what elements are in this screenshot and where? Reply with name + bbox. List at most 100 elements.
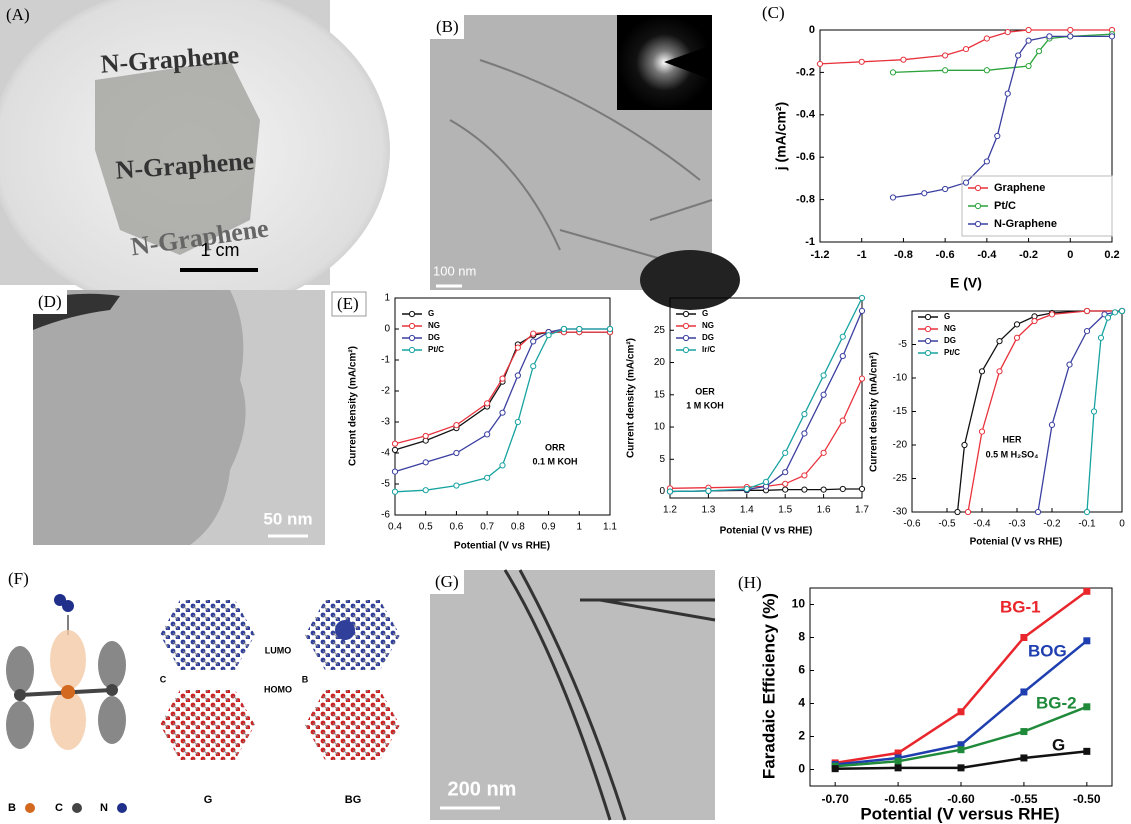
- data-marker: [783, 470, 788, 475]
- x-tick-label: 1: [577, 522, 583, 533]
- x-tick-label: 0.9: [542, 522, 556, 533]
- legend-label: NG: [428, 321, 440, 330]
- legend-marker: [409, 335, 414, 340]
- x-tick-label: 1.3: [701, 505, 715, 516]
- data-marker: [895, 758, 902, 765]
- data-marker: [1020, 634, 1027, 641]
- lobe: [335, 620, 355, 640]
- annotation: OER: [695, 386, 715, 396]
- data-marker: [392, 489, 397, 494]
- data-marker: [997, 369, 1002, 374]
- data-marker: [392, 469, 397, 474]
- x-tick-label: -0.4: [973, 519, 991, 530]
- legend-marker: [409, 347, 414, 352]
- data-marker: [802, 487, 807, 492]
- plot-frame: [810, 588, 1112, 786]
- data-marker: [783, 450, 788, 455]
- scale-label: 1 cm: [200, 240, 239, 260]
- x-tick-label: -0.2: [1043, 519, 1061, 530]
- legend-label: DG: [944, 336, 956, 345]
- data-marker: [485, 401, 490, 406]
- data-marker: [423, 488, 428, 493]
- y-tick-label: 0: [798, 762, 805, 776]
- panel-label: (C): [762, 3, 785, 22]
- data-marker: [1049, 312, 1054, 317]
- data-marker: [1083, 748, 1090, 755]
- c-atom: [14, 689, 26, 701]
- legend-marker: [683, 335, 688, 340]
- y-tick-label: -0.2: [796, 66, 815, 78]
- data-marker: [979, 369, 984, 374]
- orbital: [6, 646, 34, 694]
- x-axis-label: Potential (V vs RHE): [454, 541, 550, 552]
- data-marker: [984, 159, 989, 164]
- legend-swatch: [72, 803, 82, 813]
- y-tick-label: 25: [654, 325, 666, 336]
- data-marker: [955, 509, 960, 514]
- data-marker: [984, 68, 989, 73]
- data-marker: [515, 345, 520, 350]
- x-tick-label: -0.5: [938, 519, 956, 530]
- x-tick-label: 1.2: [663, 505, 677, 516]
- data-marker: [515, 419, 520, 424]
- data-marker: [1032, 318, 1037, 323]
- data-marker: [531, 331, 536, 336]
- molecule-homo-bg: [305, 690, 400, 760]
- data-marker: [546, 333, 551, 338]
- y-tick-label: 10: [654, 422, 666, 433]
- x-tick-label: 0.8: [511, 522, 525, 533]
- legend-label: Pt/C: [994, 200, 1016, 212]
- data-marker: [454, 450, 459, 455]
- legend-marker: [925, 314, 930, 319]
- legend-label: Graphene: [994, 182, 1045, 194]
- legend-marker: [409, 311, 414, 316]
- data-marker: [995, 133, 1000, 138]
- x-tick-label: -0.50: [1073, 792, 1101, 806]
- x-tick-label: -0.70: [821, 792, 849, 806]
- panel-label: (A): [6, 5, 30, 24]
- legend-marker: [975, 185, 980, 190]
- data-marker: [392, 447, 397, 452]
- x-axis-label: Potential (V versus RHE): [860, 804, 1059, 823]
- data-marker: [821, 373, 826, 378]
- y-tick-label: 2: [798, 729, 805, 743]
- data-marker: [802, 473, 807, 478]
- data-marker: [895, 764, 902, 771]
- data-marker: [1105, 315, 1110, 320]
- x-tick-label: 0.4: [388, 522, 402, 533]
- legend-swatch: [25, 803, 35, 813]
- legend-label: N-Graphene: [994, 218, 1057, 230]
- legend-marker: [683, 323, 688, 328]
- series-label: G: [1052, 735, 1065, 754]
- legend-label: Pt/C: [428, 345, 444, 354]
- y-tick-label: -0.8: [796, 194, 815, 206]
- data-marker: [963, 180, 968, 185]
- data-marker: [561, 326, 566, 331]
- data-marker: [890, 70, 895, 75]
- orbital: [50, 630, 86, 690]
- molecule-lumo-g: [160, 600, 255, 670]
- data-marker: [1036, 49, 1041, 54]
- data-marker: [500, 376, 505, 381]
- data-marker: [997, 339, 1002, 344]
- data-marker: [1067, 362, 1072, 367]
- data-marker: [1091, 409, 1096, 414]
- legend-swatch: [117, 803, 127, 813]
- y-tick-label: 8: [798, 630, 805, 644]
- data-marker: [454, 423, 459, 428]
- data-marker: [1005, 91, 1010, 96]
- data-marker: [1016, 53, 1021, 58]
- annotation: 0.5 M H₂SO₄: [986, 449, 1039, 459]
- x-tick-label: 1.4: [740, 505, 754, 516]
- legend-marker: [975, 203, 980, 208]
- data-marker: [783, 481, 788, 486]
- data-marker: [958, 708, 965, 715]
- y-tick-label: -15: [893, 406, 908, 417]
- annotation: 0.1 M KOH: [532, 456, 577, 466]
- panel-b: (B) 100 nm: [430, 15, 740, 310]
- data-marker: [1083, 588, 1090, 595]
- x-tick-label: 1.5: [778, 505, 792, 516]
- data-marker: [943, 68, 948, 73]
- data-marker: [667, 489, 672, 494]
- panel-label: (B): [436, 17, 459, 36]
